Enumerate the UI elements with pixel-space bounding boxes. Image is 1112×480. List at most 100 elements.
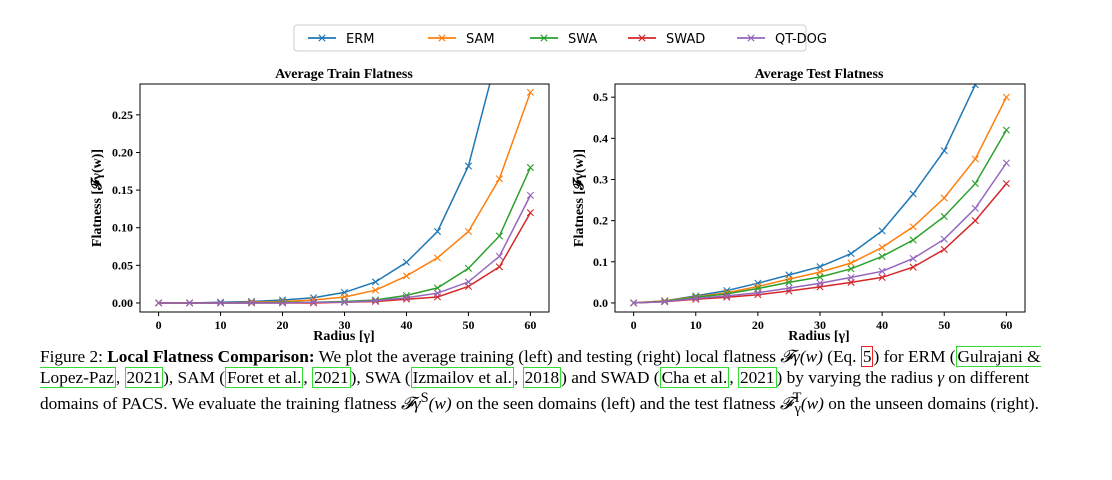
legend-entry-erm: ERM: [308, 32, 374, 47]
caption-text: We plot the average training (left) and …: [314, 347, 781, 366]
data-point-qt-dog: [785, 284, 793, 292]
data-point-sam: [526, 88, 534, 96]
legend-label: QT-DOG: [775, 32, 827, 47]
y-tick-label: 0.1: [593, 255, 608, 269]
math-test-flatness: 𝓕: [779, 393, 793, 413]
x-tick-label: 30: [339, 318, 351, 332]
data-point-qt-dog: [464, 278, 473, 286]
data-point-qt-dog: [155, 299, 163, 307]
caption-text: ) and SWAD (: [561, 368, 660, 387]
x-axis-label: Radius [γ]: [788, 329, 849, 344]
data-point-qt-dog: [433, 289, 442, 297]
data-point-erm: [464, 162, 473, 170]
data-point-swad: [878, 273, 886, 282]
caption-text: ) for ERM (: [873, 347, 956, 366]
citation-year-link[interactable]: 2018: [522, 367, 562, 388]
train-flatness-chart: Average Train Flatness Radius [γ] Flatne…: [89, 67, 550, 344]
data-point-swa: [847, 265, 855, 273]
x-axis-label: Radius [γ]: [313, 329, 374, 344]
y-axis-label: Flatness [𝓕γ(w)]: [571, 149, 587, 247]
x-tick-label: 0: [631, 318, 637, 332]
y-tick-label: 0.15: [112, 183, 133, 197]
y-tick-label: 0.25: [112, 108, 133, 122]
data-point-qt-dog: [692, 294, 700, 303]
caption-text: ) by varying the radius: [776, 368, 938, 387]
data-point-sam: [1002, 93, 1010, 101]
legend-entry-swad: SWAD: [628, 32, 705, 47]
y-tick-label: 0.20: [112, 145, 133, 159]
legend: ERM SAM SWA SWAD QT-DOG: [293, 24, 827, 52]
data-point-erm: [402, 258, 411, 266]
equation-link[interactable]: 5: [860, 346, 874, 367]
chart-title: Average Train Flatness: [275, 67, 413, 82]
citation-year-link[interactable]: 2021: [312, 367, 351, 388]
x-tick-label: 30: [814, 318, 826, 332]
legend-label: SAM: [466, 32, 495, 47]
data-point-qt-dog: [909, 254, 917, 263]
y-tick-label: 0.5: [593, 90, 608, 104]
citation-link[interactable]: Cha et al.: [659, 367, 730, 388]
math-superscript: S: [420, 390, 429, 406]
x-tick-label: 20: [277, 318, 289, 332]
data-point-swa: [526, 163, 534, 172]
data-point-qt-dog: [1002, 159, 1010, 167]
caption-text: ), SWA (: [350, 368, 411, 387]
caption-text: on the seen domains (left) and the test …: [451, 393, 780, 413]
caption-text: ), SAM (: [163, 368, 226, 387]
x-tick-label: 50: [462, 318, 474, 332]
citation-year-link[interactable]: 2021: [737, 367, 777, 388]
citation-link[interactable]: Gulrajani & Lopez-Paz: [40, 346, 1041, 388]
data-point-swa: [878, 252, 886, 261]
math-superscript: T: [792, 390, 802, 406]
math-arg: (w): [800, 393, 824, 413]
data-point-sam: [971, 155, 979, 163]
series-line-qt-dog: [633, 162, 1008, 304]
data-point-qt-dog: [878, 267, 886, 275]
data-point-sam: [495, 175, 504, 183]
legend-x-marker: [540, 34, 548, 42]
y-tick-label: 0.10: [112, 221, 133, 235]
data-point-swa: [433, 284, 442, 292]
math-gamma: γ: [937, 368, 945, 387]
data-point-qt-dog: [402, 294, 411, 302]
plot-area: [155, 84, 534, 307]
y-tick-label: 0.4: [593, 131, 608, 145]
series-line-qt-dog: [158, 195, 532, 304]
caption-text: (Eq.: [822, 347, 861, 366]
data-point-swa: [816, 273, 824, 281]
data-point-swad: [526, 209, 534, 217]
data-point-qt-dog: [847, 273, 855, 282]
data-point-qt-dog: [971, 204, 979, 212]
caption-text: on the unseen domains (right).: [823, 393, 1039, 413]
citation-link[interactable]: Izmailov et al.: [410, 367, 514, 388]
data-point-swa: [785, 278, 793, 286]
data-point-swad: [1002, 180, 1010, 188]
legend-entry-qt-dog: QT-DOG: [737, 32, 827, 47]
data-point-qt-dog: [247, 299, 256, 307]
data-point-sam: [785, 275, 793, 283]
math-arg: (w): [428, 393, 452, 413]
data-point-qt-dog: [371, 297, 380, 305]
citation-link[interactable]: Foret et al.: [225, 367, 304, 388]
data-point-erm: [847, 249, 855, 258]
data-point-erm: [816, 263, 824, 271]
data-point-sam: [464, 227, 473, 236]
series-line-swad: [633, 183, 1007, 304]
legend-x-marker: [318, 34, 326, 42]
data-point-swa: [495, 232, 504, 240]
data-point-qt-dog: [185, 299, 194, 307]
data-point-qt-dog: [816, 279, 824, 287]
data-point-qt-dog: [309, 298, 318, 306]
x-tick-label: 40: [876, 318, 888, 332]
data-point-qt-dog: [278, 299, 287, 307]
data-point-swa: [940, 212, 948, 221]
data-point-qt-dog: [216, 299, 225, 307]
data-point-erm: [878, 227, 886, 235]
y-axis-label: Flatness [𝓕γ(w)]: [89, 149, 105, 247]
y-tick-label: 0.2: [593, 214, 608, 228]
legend-entry-swa: SWA: [530, 32, 597, 47]
x-tick-label: 40: [400, 318, 412, 332]
citation-year-link[interactable]: 2021: [124, 367, 164, 388]
data-point-sam: [847, 259, 855, 267]
data-point-erm: [971, 84, 979, 89]
